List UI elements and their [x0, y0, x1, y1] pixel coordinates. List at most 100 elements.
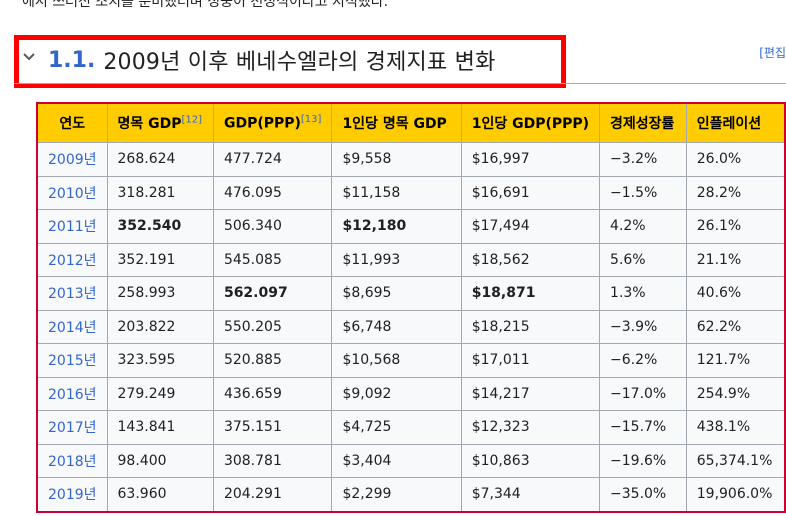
column-header-label: 1인당 명목 GDP	[342, 116, 447, 132]
infl-cell: 254.9%	[685, 376, 786, 411]
year-link[interactable]: 2018년	[48, 453, 97, 470]
gdp-cell: 352.540	[106, 209, 214, 244]
growth-cell: −35.0%	[599, 477, 687, 512]
ppp-cell: 520.885	[212, 343, 333, 378]
year-link[interactable]: 2013년	[48, 286, 97, 303]
gdp-cell: 352.191	[106, 242, 214, 277]
infl-cell: 62.2%	[685, 309, 786, 344]
year-cell: 2018년	[36, 443, 108, 478]
heading-divider	[14, 83, 786, 84]
year-link[interactable]: 2016년	[48, 386, 97, 403]
economic-indicators-table-container: 연도 명목 GDP[12] GDP(PPP)[13] 1인당 명목 GDP 1인당 GD…	[36, 102, 786, 513]
year-link[interactable]: 2019년	[48, 487, 97, 504]
ppp-cell: 550.205	[212, 309, 333, 344]
infl-cell: 65,374.1%	[685, 443, 786, 478]
pcppp-cell: $10,863	[460, 443, 601, 478]
column-header-label: GDP(PPP)	[223, 115, 301, 132]
infl-cell: 19,906.0%	[685, 477, 786, 512]
preceding-paragraph: 에서 쓰러진 조치를 준비했더며 정중이 천정식이라고 지적했다.	[22, 0, 389, 10]
pc-cell: $9,092	[331, 376, 462, 411]
column-header: 1인당 명목 GDP	[331, 102, 462, 143]
reference-link[interactable]: [12]	[181, 114, 203, 126]
table-body: 2009년 268.624 477.724 $9,558 $16,997 −3.2% 26.…	[36, 142, 786, 512]
gdp-cell: 63.960	[106, 477, 214, 512]
table-row: 2012년 352.191 545.085 $11,993 $18,562 5.6% 21.…	[36, 242, 786, 277]
infl-cell: 21.1%	[685, 242, 786, 277]
ppp-cell: 436.659	[212, 376, 333, 411]
year-cell: 2012년	[36, 242, 108, 277]
gdp-cell: 203.822	[106, 309, 214, 344]
table-row: 2013년 258.993 562.097 $8,695 $18,871 1.3% 40.6…	[36, 276, 786, 311]
table-row: 2018년 98.400 308.781 $3,404 $10,863 −19.6% 65,…	[36, 443, 786, 478]
growth-cell: −1.5%	[599, 175, 687, 210]
ppp-cell: 562.097	[212, 276, 333, 311]
year-cell: 2014년	[36, 309, 108, 344]
pc-cell: $2,299	[331, 477, 462, 512]
year-link[interactable]: 2017년	[48, 420, 97, 437]
ppp-cell: 506.340	[212, 209, 333, 244]
year-link[interactable]: 2015년	[48, 353, 97, 370]
infl-cell: 40.6%	[685, 276, 786, 311]
pc-cell: $10,568	[331, 343, 462, 378]
edit-link[interactable]: [편집	[759, 46, 786, 60]
pcppp-cell: $18,562	[460, 242, 601, 277]
pcppp-cell: $17,011	[460, 343, 601, 378]
table-row: 2009년 268.624 477.724 $9,558 $16,997 −3.2% 26.…	[36, 142, 786, 177]
year-cell: 2009년	[36, 142, 108, 177]
column-header-label: 인플레이션	[696, 116, 762, 132]
ppp-cell: 545.085	[212, 242, 333, 277]
pcppp-cell: $17,494	[460, 209, 601, 244]
column-header: 명목 GDP[12]	[106, 102, 214, 143]
economic-indicators-table: 연도 명목 GDP[12] GDP(PPP)[13] 1인당 명목 GDP 1인당 GD…	[36, 102, 786, 513]
year-cell: 2010년	[36, 175, 108, 210]
year-cell: 2017년	[36, 410, 108, 445]
year-cell: 2011년	[36, 209, 108, 244]
table-header-row: 연도 명목 GDP[12] GDP(PPP)[13] 1인당 명목 GDP 1인당 GD…	[36, 102, 786, 143]
ppp-cell: 308.781	[212, 443, 333, 478]
growth-cell: −3.9%	[599, 309, 687, 344]
table-row: 2011년 352.540 506.340 $12,180 $17,494 4.2% 26.…	[36, 209, 786, 244]
pcppp-cell: $12,323	[460, 410, 601, 445]
ppp-cell: 476.095	[212, 175, 333, 210]
pcppp-cell: $18,215	[460, 309, 601, 344]
chevron-down-icon[interactable]	[22, 50, 36, 64]
column-header: GDP(PPP)[13]	[212, 102, 333, 143]
reference-link[interactable]: [13]	[300, 114, 322, 126]
year-link[interactable]: 2010년	[48, 185, 97, 202]
infl-cell: 438.1%	[685, 410, 786, 445]
ppp-cell: 477.724	[212, 142, 333, 177]
pc-cell: $11,158	[331, 175, 462, 210]
pc-cell: $12,180	[331, 209, 462, 244]
year-link[interactable]: 2011년	[48, 219, 97, 236]
year-link[interactable]: 2009년	[48, 152, 97, 169]
pcppp-cell: $16,997	[460, 142, 601, 177]
table-row: 2010년 318.281 476.095 $11,158 $16,691 −1.5% 28…	[36, 175, 786, 210]
infl-cell: 121.7%	[685, 343, 786, 378]
gdp-cell: 318.281	[106, 175, 214, 210]
year-link[interactable]: 2012년	[48, 252, 97, 269]
section-heading[interactable]: 1.1. 2009년 이후 베네수엘라의 경제지표 변화	[22, 38, 582, 82]
gdp-cell: 98.400	[106, 443, 214, 478]
growth-cell: −15.7%	[599, 410, 687, 445]
ppp-cell: 204.291	[212, 477, 333, 512]
pc-cell: $4,725	[331, 410, 462, 445]
pc-cell: $11,993	[331, 242, 462, 277]
year-cell: 2016년	[36, 376, 108, 411]
column-header-label: 1인당 GDP(PPP)	[471, 116, 590, 132]
year-link[interactable]: 2014년	[48, 319, 97, 336]
pc-cell: $6,748	[331, 309, 462, 344]
gdp-cell: 143.841	[106, 410, 214, 445]
pcppp-cell: $16,691	[460, 175, 601, 210]
infl-cell: 26.0%	[685, 142, 786, 177]
table-row: 2017년 143.841 375.151 $4,725 $12,323 −15.7% 43…	[36, 410, 786, 445]
gdp-cell: 268.624	[106, 142, 214, 177]
pc-cell: $9,558	[331, 142, 462, 177]
table-row: 2014년 203.822 550.205 $6,748 $18,215 −3.9% 62.…	[36, 309, 786, 344]
growth-cell: 1.3%	[599, 276, 687, 311]
year-cell: 2015년	[36, 343, 108, 378]
section-number: 1.1.	[48, 47, 96, 73]
gdp-cell: 258.993	[106, 276, 214, 311]
pcppp-cell: $18,871	[460, 276, 601, 311]
table-row: 2015년 323.595 520.885 $10,568 $17,011 −6.2% 12…	[36, 343, 786, 378]
